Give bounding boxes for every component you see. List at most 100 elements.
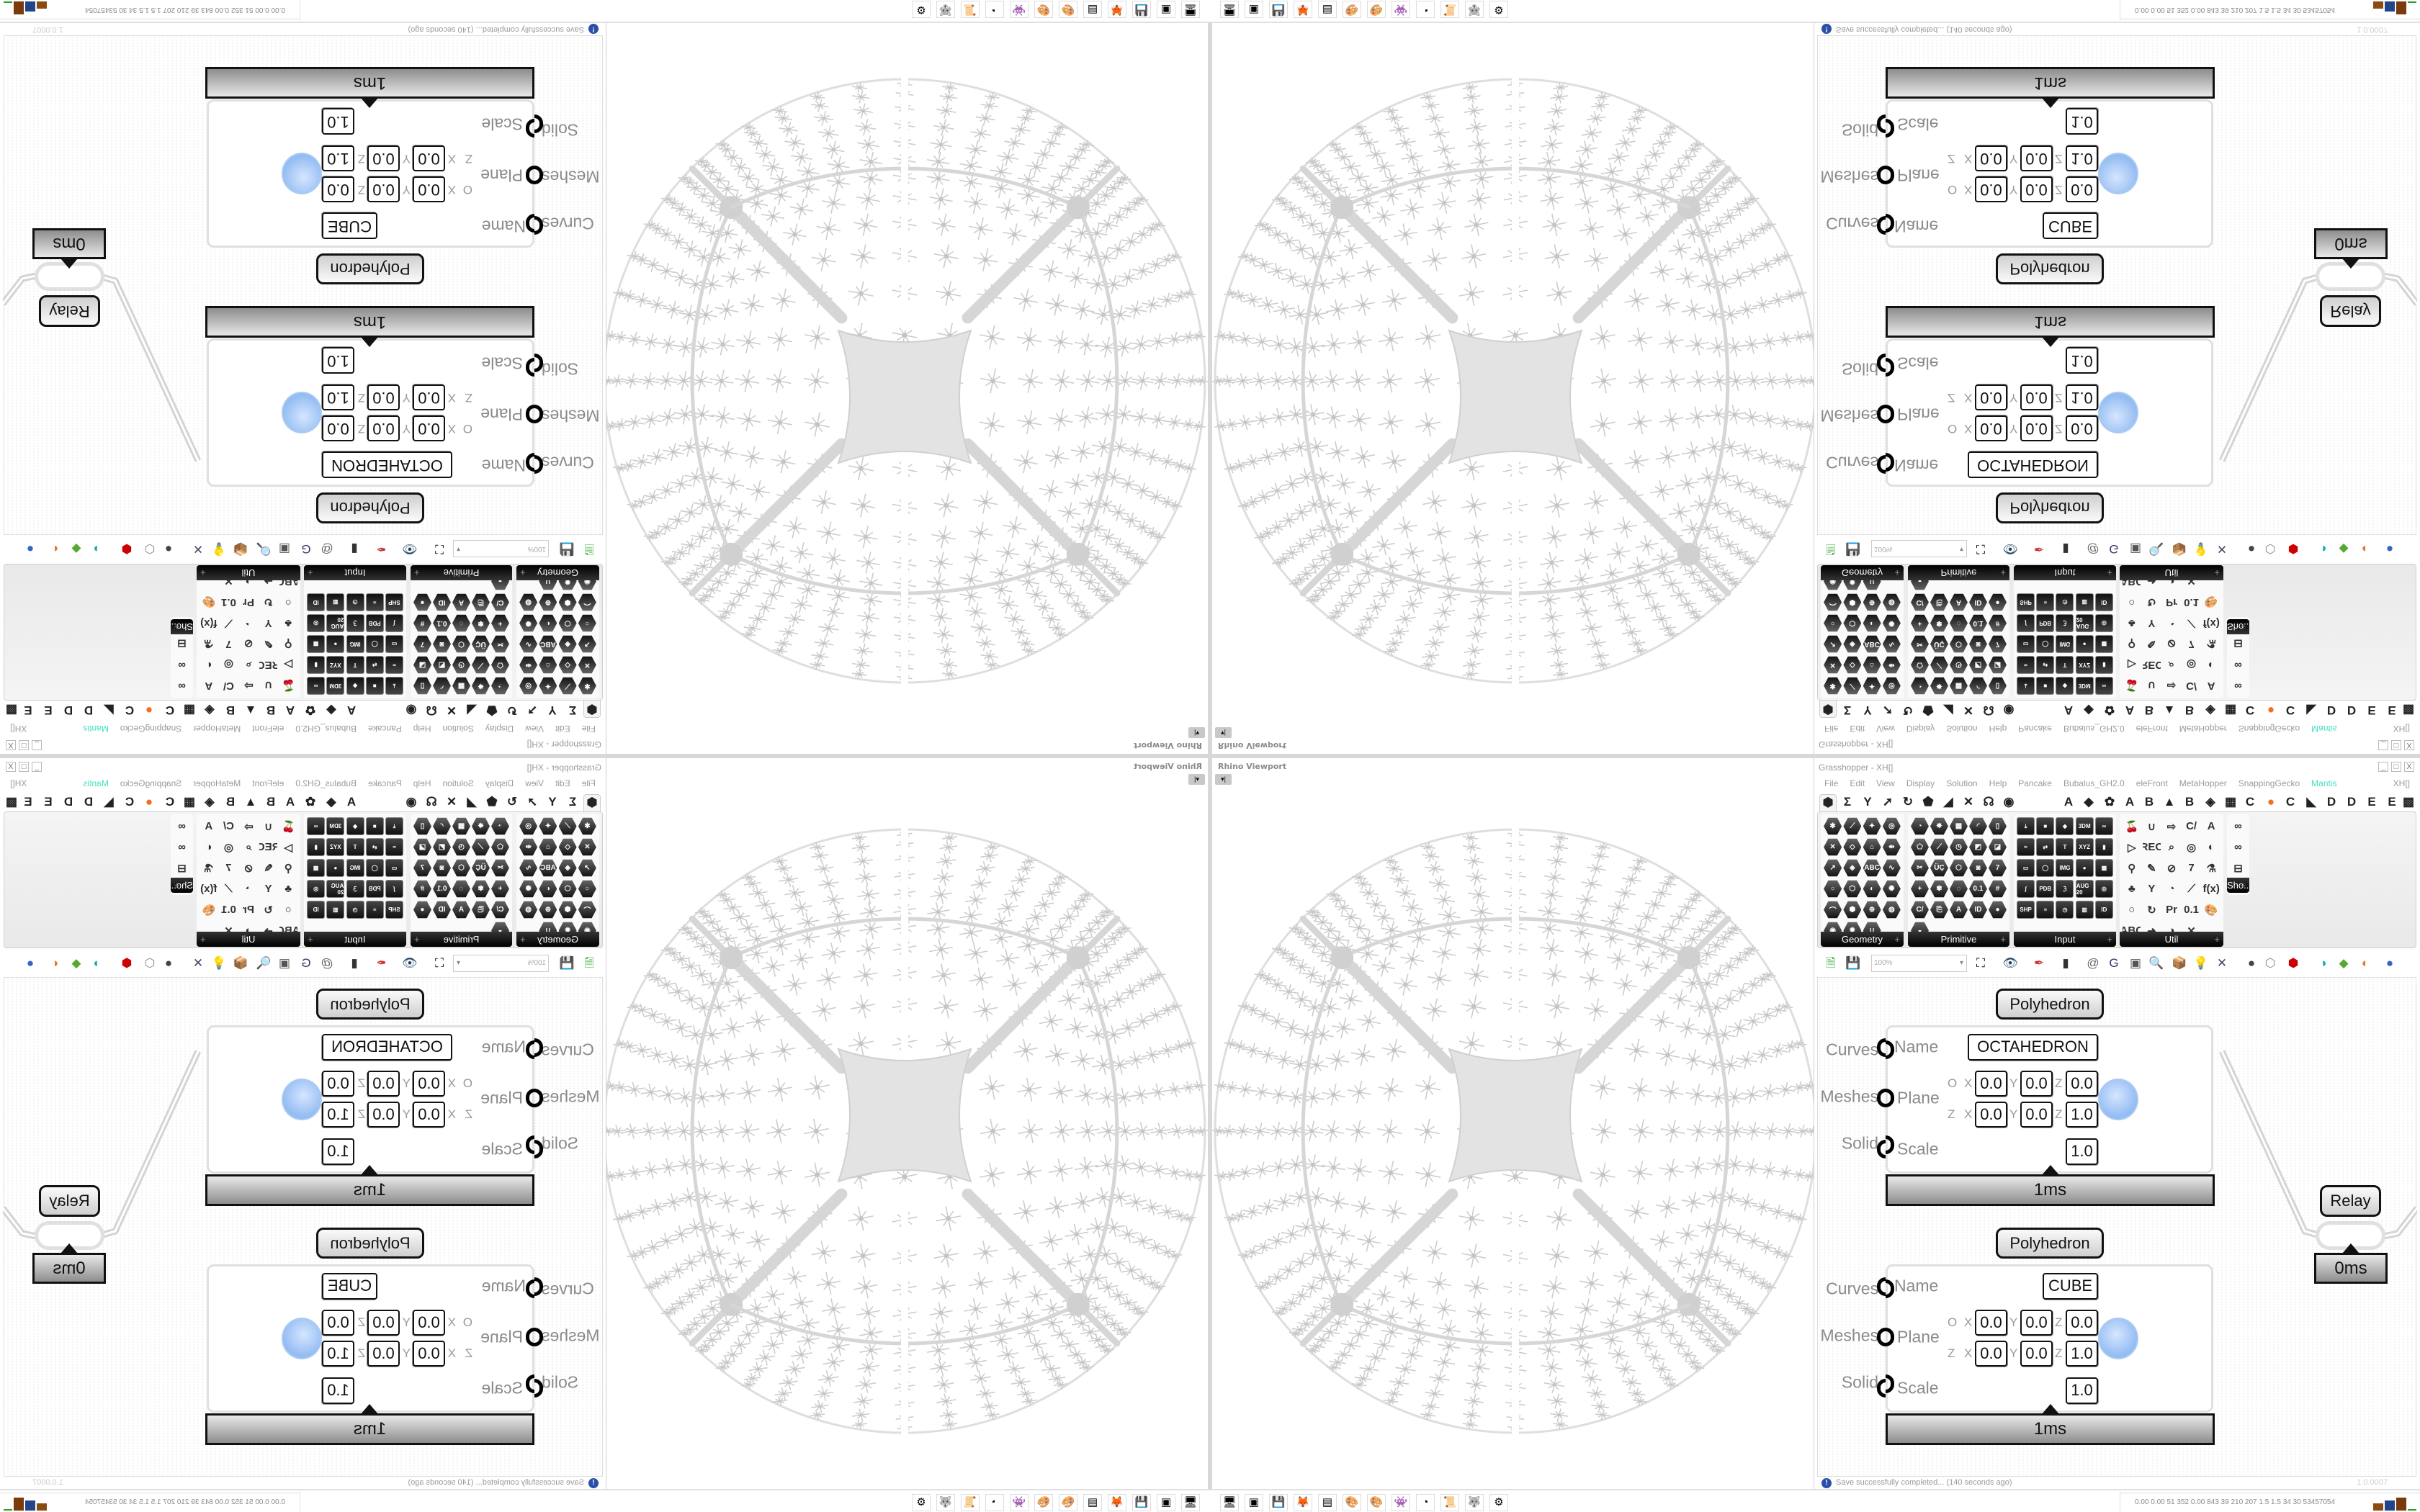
component-icon[interactable]: ◈ <box>1843 859 1862 877</box>
tab-icon[interactable]: C <box>165 703 175 717</box>
menu-view[interactable]: View <box>1876 724 1895 734</box>
output-grip[interactable] <box>1886 1374 1894 1393</box>
component-icon[interactable]: ◍ <box>519 901 537 919</box>
component-icon[interactable]: ⇹ <box>519 838 537 856</box>
tab-icon[interactable]: ◉ <box>2003 703 2015 717</box>
component-icon[interactable]: ⎘ <box>472 901 490 919</box>
green-surface-icon[interactable]: ◆ <box>2339 956 2349 970</box>
panel-label[interactable]: Geometry <box>516 565 599 580</box>
panel-label[interactable]: Util <box>197 932 300 947</box>
component-icon[interactable]: ♣ <box>284 617 292 629</box>
component-icon[interactable]: ✕ <box>578 656 596 674</box>
component-icon[interactable]: ◐ <box>2208 841 2215 853</box>
document-name[interactable]: XH[] <box>10 724 27 734</box>
tab-icon[interactable]: ✕ <box>1963 703 1974 717</box>
sphere-icon[interactable]: ◐ <box>2361 956 2370 970</box>
component-icon[interactable]: ⇄ <box>365 838 384 856</box>
component-icon[interactable]: ∞ <box>178 659 186 671</box>
component-icon[interactable]: ✦ <box>1863 817 1881 835</box>
component-icon[interactable]: ◔ <box>245 617 252 629</box>
component-icon[interactable]: ◎ <box>1883 677 1901 695</box>
sketch-pen-icon[interactable]: ✒ <box>2033 956 2045 970</box>
component-icon[interactable]: 🎨 <box>202 595 216 608</box>
component-icon[interactable]: ⚲ <box>2128 637 2136 650</box>
bulb-icon[interactable]: 💡 <box>2193 542 2209 556</box>
sphere-icon[interactable]: ◐ <box>50 956 59 970</box>
scroll-icon[interactable]: 📜 <box>1440 1494 1459 1511</box>
zaxis-value-field[interactable]: 1.0 <box>2066 1341 2098 1367</box>
panel-label[interactable]: Sho... <box>169 619 193 634</box>
blender-icon[interactable]: ◔ <box>1416 1494 1435 1511</box>
component-icon[interactable]: ○ <box>284 904 292 916</box>
paint-icon[interactable]: 🎨 <box>1367 1 1386 18</box>
component-icon[interactable]: ≡ <box>365 593 384 611</box>
component-icon[interactable]: ⊘ <box>243 637 254 650</box>
component-icon[interactable]: ▮ <box>307 656 326 674</box>
menu-pancake[interactable]: Pancake <box>368 724 402 734</box>
tab-icon[interactable]: A <box>2063 795 2074 809</box>
component-icon[interactable]: ✸ <box>1930 677 1948 695</box>
component-icon[interactable]: ⟋ <box>1930 656 1948 674</box>
component-icon[interactable]: ▷ <box>284 658 292 671</box>
zoom-level-field[interactable]: 100% <box>1871 955 1967 972</box>
component-icon[interactable]: ◩ <box>1969 838 1987 856</box>
component-icon[interactable]: 0.1 <box>220 596 236 608</box>
bake-icon[interactable]: ▮ <box>351 956 358 970</box>
tab-icon[interactable]: A <box>2125 795 2135 809</box>
tab-icon[interactable]: ◉ <box>405 703 417 717</box>
component-icon[interactable]: ◔ <box>1911 817 1929 835</box>
component-icon[interactable]: ⇹ <box>519 656 537 674</box>
monitor-icon[interactable]: 🖥 <box>1220 1 1239 18</box>
menu-view[interactable]: View <box>1876 778 1895 788</box>
relay-label[interactable]: Relay <box>2320 1185 2381 1217</box>
tab-icon[interactable]: C <box>2245 795 2255 809</box>
menu-mantis[interactable]: Mantis <box>83 724 109 734</box>
component-icon[interactable]: ▷ <box>284 841 292 854</box>
component-icon[interactable]: ▯ <box>413 817 431 835</box>
zaxis-value-field[interactable]: 1.0 <box>2066 145 2098 171</box>
component-icon[interactable]: ID <box>2094 593 2113 611</box>
new-document-icon[interactable]: 🗎 <box>584 956 594 970</box>
component-icon[interactable]: ▦ <box>1950 677 1968 695</box>
maximize-button[interactable]: □ <box>2391 740 2401 750</box>
relay-label[interactable]: Relay <box>39 1185 100 1217</box>
wolf-icon[interactable]: 🐺 <box>936 1494 955 1511</box>
component-icon[interactable]: ℨ <box>346 880 364 898</box>
component-icon[interactable]: ◷ <box>1950 656 1968 674</box>
component-icon[interactable]: ◆ <box>2056 817 2074 835</box>
component-icon[interactable]: ◷ <box>1950 838 1968 856</box>
component-icon[interactable]: ≈ <box>385 838 403 856</box>
tab-icon[interactable]: ⬢ <box>1819 699 1837 718</box>
component-icon[interactable]: ∞ <box>307 817 326 835</box>
component-icon[interactable]: C/ <box>2186 680 2197 692</box>
tab-icon[interactable]: E <box>2388 795 2396 809</box>
component-icon[interactable]: ⌕ <box>245 659 252 671</box>
tab-icon[interactable]: C <box>125 795 135 809</box>
component-icon[interactable]: A <box>205 680 213 692</box>
menu-help[interactable]: Help <box>1989 778 2007 788</box>
tab-icon[interactable]: ✕ <box>446 703 457 717</box>
component-icon[interactable]: ● <box>413 901 431 919</box>
blender-icon[interactable]: ◔ <box>1416 1 1435 18</box>
panel-label[interactable]: Sho... <box>2227 619 2251 634</box>
panel-label[interactable]: Sho... <box>2227 878 2251 893</box>
tab-icon[interactable]: ✿ <box>2104 795 2115 809</box>
save-icon[interactable]: 💾 <box>559 956 575 970</box>
component-icon[interactable]: ◯ <box>365 859 384 877</box>
origin-value-field[interactable]: 0.0 <box>322 1310 354 1336</box>
tab-icon[interactable]: D <box>2326 703 2336 717</box>
component-icon[interactable]: Y <box>2148 617 2156 629</box>
tab-icon[interactable]: ⬟ <box>486 703 498 717</box>
zaxis-value-field[interactable]: 0.0 <box>1975 1102 2007 1128</box>
component-icon[interactable]: ◷ <box>2056 901 2074 919</box>
menu-display[interactable]: Display <box>1906 778 1935 788</box>
tab-icon[interactable]: ↻ <box>1902 795 1914 809</box>
paint-icon[interactable]: 🎨 <box>1343 1 1361 18</box>
component-icon[interactable]: ◩ <box>433 838 451 856</box>
firefox-icon[interactable]: 🦊 <box>1108 1494 1126 1511</box>
close-button[interactable]: X <box>2404 740 2414 750</box>
firefox-icon[interactable]: 🦊 <box>1294 1494 1312 1511</box>
component-icon[interactable]: ↻ <box>264 904 273 917</box>
tab-icon[interactable]: ▲ <box>2163 795 2176 809</box>
component-icon[interactable]: ID <box>1969 901 1987 919</box>
